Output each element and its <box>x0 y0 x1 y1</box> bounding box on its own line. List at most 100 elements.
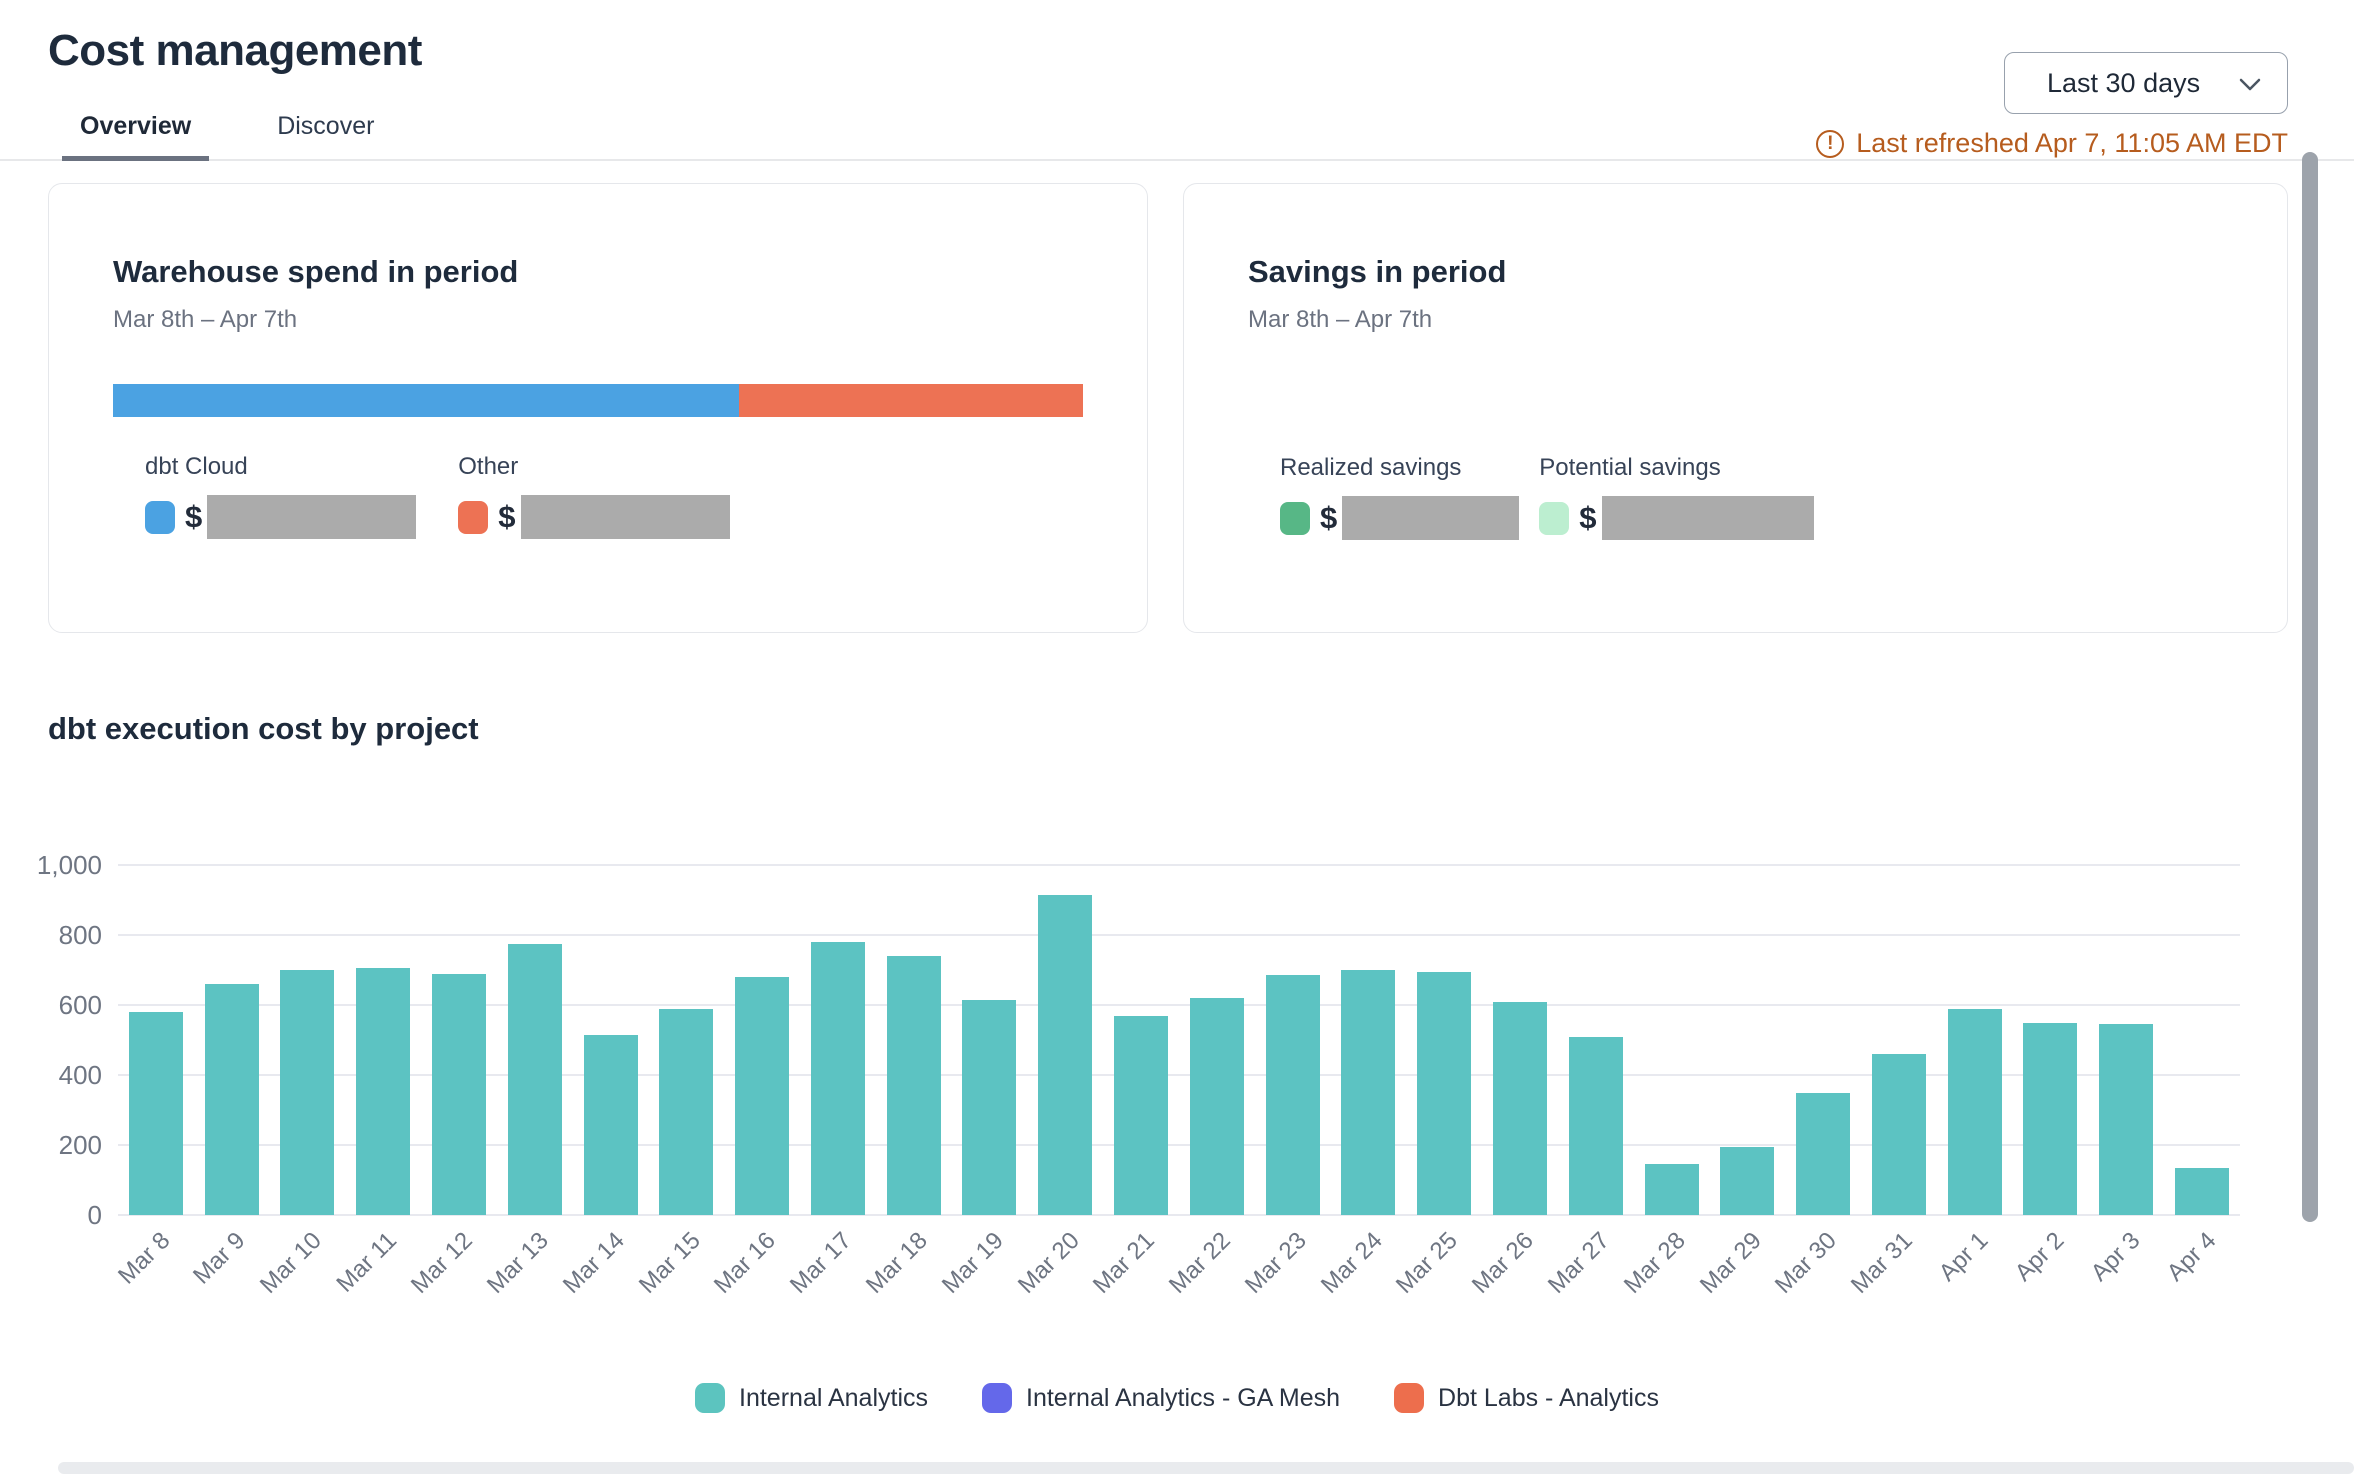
chart-bar-mar-21[interactable] <box>1114 1015 1169 1215</box>
date-range-selector[interactable]: Last 30 days <box>2004 52 2288 114</box>
chart-bar-mar-25[interactable] <box>1417 971 1472 1215</box>
legend-item-dbt-labs-analytics[interactable]: Dbt Labs - Analytics <box>1394 1383 1659 1413</box>
x-tick-label: Mar 27 <box>1542 1227 1615 1299</box>
tab-overview[interactable]: Overview <box>62 112 210 161</box>
chart-bar-mar-27[interactable] <box>1568 1036 1623 1215</box>
x-tick-label: Apr 1 <box>1934 1227 1994 1287</box>
legend-group-potential-savings: Potential savings $ <box>1539 454 1814 540</box>
chart-slot-mar-21: Mar 21 <box>1088 865 1179 1299</box>
x-tick-label: Mar 31 <box>1846 1227 1918 1299</box>
chart-bar-mar-30[interactable] <box>1796 1092 1851 1215</box>
x-tick-label: Apr 4 <box>2161 1227 2222 1287</box>
chart-bar-mar-17[interactable] <box>810 942 865 1215</box>
chart-slot-apr-3: Apr 3 <box>2086 865 2164 1287</box>
x-tick-label: Apr 3 <box>2085 1227 2146 1287</box>
savings-legend: Realized savings $ Potential savings $ <box>1280 454 2223 540</box>
chart-bar-mar-12[interactable] <box>432 973 487 1215</box>
chart-bar-mar-19[interactable] <box>962 999 1017 1215</box>
tab-bar: Overview Discover <box>0 112 2354 161</box>
legend-value: $ <box>145 495 417 539</box>
redacted-value <box>520 495 730 539</box>
chart-bar-apr-4[interactable] <box>2174 1167 2229 1215</box>
legend-label: Realized savings <box>1280 454 1462 481</box>
x-tick-label: Mar 19 <box>936 1227 1009 1299</box>
gridline-400 <box>118 1074 2240 1076</box>
horizontal-scrollbar[interactable] <box>58 1462 2354 1474</box>
chart-slot-mar-31: Mar 31 <box>1846 865 1937 1299</box>
x-tick-label: Mar 21 <box>1088 1227 1161 1299</box>
chart-slot-mar-18: Mar 18 <box>861 865 952 1299</box>
x-tick-label: Mar 10 <box>254 1227 327 1299</box>
chart-bar-mar-9[interactable] <box>204 984 259 1215</box>
legend-label: Dbt Labs - Analytics <box>1438 1383 1659 1412</box>
legend-group-realized-savings: Realized savings $ <box>1280 454 1520 540</box>
chart-bar-mar-8[interactable] <box>128 1012 183 1215</box>
chart-slot-mar-9: Mar 9 <box>188 865 270 1289</box>
gridline-600 <box>118 1004 2240 1006</box>
card-date-range: Mar 8th – Apr 7th <box>113 306 298 333</box>
dbt-cloud-swatch <box>145 500 175 534</box>
x-tick-label: Mar 17 <box>785 1227 858 1299</box>
chart-slot-mar-23: Mar 23 <box>1240 865 1331 1299</box>
legend-item-internal-analytics-ga-mesh[interactable]: Internal Analytics - GA Mesh <box>982 1383 1340 1413</box>
chart-slot-mar-20: Mar 20 <box>1012 865 1103 1299</box>
vertical-scrollbar[interactable] <box>2302 152 2318 1222</box>
x-tick-label: Mar 24 <box>1315 1227 1388 1299</box>
redacted-value <box>207 495 417 539</box>
chart-slot-apr-1: Apr 1 <box>1934 865 2013 1287</box>
chart-slot-mar-17: Mar 17 <box>785 865 876 1299</box>
x-tick-label: Mar 16 <box>709 1227 782 1299</box>
chart-bar-mar-23[interactable] <box>1265 975 1320 1215</box>
chart-bar-mar-15[interactable] <box>659 1008 714 1215</box>
chart-bar-apr-2[interactable] <box>2023 1022 2078 1215</box>
legend-value: $ <box>1280 496 1520 540</box>
tab-discover[interactable]: Discover <box>277 112 375 140</box>
legend-item-internal-analytics[interactable]: Internal Analytics <box>695 1383 928 1413</box>
chart-slot-mar-10: Mar 10 <box>255 865 346 1299</box>
chart-bar-mar-24[interactable] <box>1341 970 1396 1215</box>
redacted-value <box>1342 496 1520 540</box>
y-tick-label: 0 <box>87 1200 102 1230</box>
chart-bar-mar-10[interactable] <box>280 970 335 1215</box>
chart-bar-mar-11[interactable] <box>356 968 411 1215</box>
chart-bar-mar-26[interactable] <box>1492 1001 1547 1215</box>
x-tick-label: Mar 11 <box>331 1227 403 1298</box>
card-date-range: Mar 8th – Apr 7th <box>1248 306 1433 333</box>
chart-bar-mar-20[interactable] <box>1038 894 1093 1215</box>
chart-bar-mar-14[interactable] <box>583 1034 638 1215</box>
chart-bar-mar-29[interactable] <box>1720 1146 1775 1215</box>
chart-slot-mar-16: Mar 16 <box>709 865 800 1299</box>
chart-slot-mar-26: Mar 26 <box>1467 865 1558 1299</box>
warning-icon: ! <box>1816 129 1845 158</box>
legend-swatch <box>695 1383 726 1413</box>
stackbar-segment-other[interactable] <box>738 384 1083 417</box>
chart-slot-apr-4: Apr 4 <box>2161 865 2240 1287</box>
chart-bar-mar-13[interactable] <box>507 943 562 1215</box>
chart-slot-mar-25: Mar 25 <box>1391 865 1482 1299</box>
x-tick-label: Mar 26 <box>1467 1227 1540 1299</box>
chart-bar-apr-3[interactable] <box>2099 1024 2154 1215</box>
last-refreshed-status: ! Last refreshed Apr 7, 11:05 AM EDT <box>1816 128 2288 159</box>
chart-bar-mar-18[interactable] <box>886 956 941 1215</box>
card-title: Warehouse spend in period <box>113 254 519 289</box>
chart-bar-mar-31[interactable] <box>1871 1054 1926 1215</box>
legend-label: Internal Analytics <box>739 1383 929 1412</box>
chart-bar-mar-22[interactable] <box>1189 998 1244 1215</box>
currency-sign: $ <box>185 499 203 534</box>
legend-group-other: Other $ <box>458 453 730 539</box>
y-tick-label: 800 <box>58 920 102 950</box>
chart-slot-mar-19: Mar 19 <box>937 865 1028 1299</box>
chart-bar-mar-28[interactable] <box>1644 1164 1699 1215</box>
gridline-200 <box>118 1144 2240 1146</box>
legend-label: Other <box>458 453 519 480</box>
y-tick-label: 400 <box>58 1060 102 1090</box>
chart-slot-mar-24: Mar 24 <box>1316 865 1407 1299</box>
summary-cards: Warehouse spend in period Mar 8th – Apr … <box>48 183 2288 633</box>
x-tick-label: Mar 9 <box>188 1227 251 1290</box>
chart-bar-apr-1[interactable] <box>1947 1008 2002 1215</box>
stackbar-segment-dbt-cloud[interactable] <box>113 384 739 417</box>
chart-bar-mar-16[interactable] <box>735 977 790 1215</box>
other-swatch <box>458 500 489 534</box>
page-title: Cost management <box>48 26 422 75</box>
warehouse-spend-legend: dbt Cloud $ Other $ <box>145 453 1083 539</box>
